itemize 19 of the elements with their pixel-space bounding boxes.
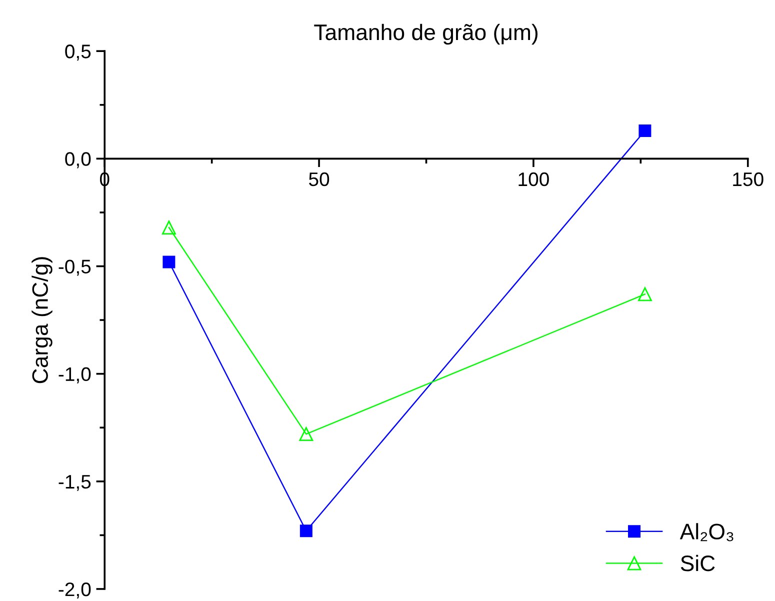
- point: [299, 427, 314, 442]
- point: [162, 220, 176, 234]
- point: [162, 256, 176, 268]
- y-tick-label: 0,0: [65, 152, 91, 168]
- legend-label: Al₂O₃: [680, 523, 734, 542]
- y-tick-label: 0,5: [65, 44, 91, 61]
- legend-label: SiC: [680, 554, 715, 572]
- y-tick-label: -2,0: [58, 582, 91, 599]
- point: [638, 124, 652, 137]
- x-tick-label: 50: [309, 172, 330, 186]
- x-tick-label: 150: [733, 172, 764, 186]
- x-tick-label: 100: [518, 172, 549, 186]
- point: [300, 524, 312, 538]
- x-axis-title: Tamanho de grão (μm): [314, 24, 538, 45]
- y-tick-label: -1,5: [58, 475, 91, 491]
- y-tick-label: -1,0: [58, 367, 91, 384]
- y-axis-title: Carga (nC/g): [32, 257, 52, 384]
- point: [638, 287, 652, 302]
- y-tick-label: -0,5: [58, 260, 91, 276]
